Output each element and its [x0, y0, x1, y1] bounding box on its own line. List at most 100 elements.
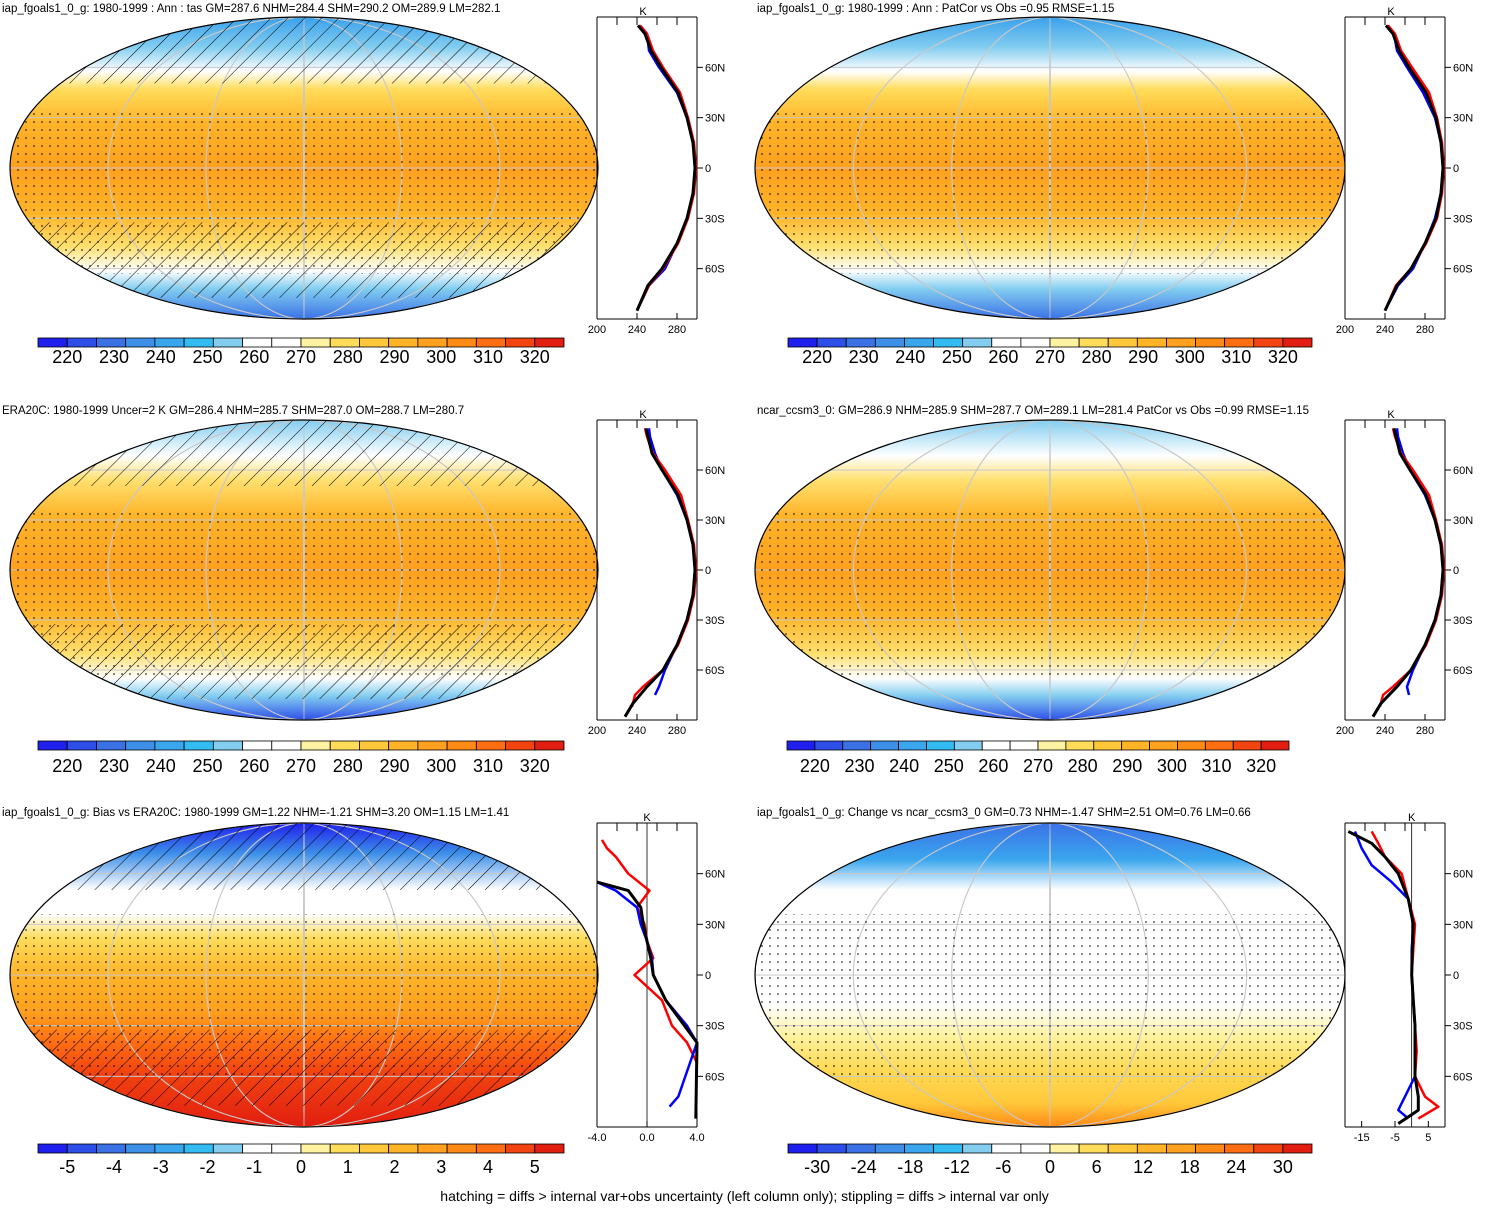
- colorbar-tick-label: 240: [146, 756, 176, 776]
- colorbar-box: [981, 740, 1011, 751]
- colorbar-tick-label: 300: [1175, 347, 1205, 367]
- lat-tick-label: 60N: [1453, 62, 1473, 74]
- panel-title: iap_fgoals1_0_g: 1980-1999 : Ann : tas G…: [2, 3, 500, 15]
- colorbar-tick-label: 2: [390, 1157, 400, 1177]
- lat-tick-label: 0: [705, 163, 711, 175]
- colorbar-box: [96, 740, 127, 751]
- colorbar-box: [786, 740, 816, 751]
- colorbar-box: [962, 1143, 993, 1154]
- colorbar-box: [933, 1143, 964, 1154]
- colorbar-box: [66, 1143, 97, 1154]
- colorbar-box: [37, 740, 68, 751]
- colorbar-box: [1204, 740, 1234, 751]
- lat-tick-label: 60N: [1453, 465, 1473, 477]
- colorbar-tick-label: -12: [944, 1157, 970, 1177]
- profile-series-line: [623, 427, 697, 718]
- colorbar-box: [845, 337, 876, 348]
- colorbar-tick-label: 310: [473, 756, 503, 776]
- colorbar-box: [388, 337, 419, 348]
- colorbar-tick-label: -5: [59, 1157, 75, 1177]
- lat-tick-label: 60N: [1453, 869, 1473, 881]
- colorbar-tick-label: 290: [379, 756, 409, 776]
- profile-series-line: [596, 880, 699, 1119]
- colorbar-tick-label: -1: [246, 1157, 262, 1177]
- x-tick-label: -4.0: [588, 1132, 607, 1144]
- colorbar-box: [359, 337, 390, 348]
- colorbar-tick-label: 320: [520, 756, 550, 776]
- colorbar-tick-label: 6: [1092, 1157, 1102, 1177]
- colorbar-box: [1049, 1143, 1080, 1154]
- colorbar-tick-label: 220: [800, 756, 830, 776]
- colorbar-tick-label: 290: [1112, 756, 1142, 776]
- colorbar-tick-label: 24: [1226, 1157, 1246, 1177]
- colorbar-box: [300, 337, 331, 348]
- colorbar-box: [1195, 337, 1226, 348]
- colorbar-box: [125, 740, 156, 751]
- colorbar-box: [1136, 1143, 1167, 1154]
- colorbar-box: [96, 337, 127, 348]
- colorbar-box: [37, 1143, 68, 1154]
- colorbar-box: [1166, 1143, 1196, 1154]
- colorbar-box: [845, 1143, 876, 1154]
- colorbar-box: [271, 740, 302, 751]
- x-tick-label: 280: [1416, 725, 1434, 737]
- x-tick-label: 200: [588, 725, 606, 737]
- lat-tick-label: 0: [1453, 565, 1459, 577]
- colorbar-box: [1260, 740, 1290, 751]
- colorbar-tick-label: 5: [530, 1157, 540, 1177]
- lat-tick-label: 30S: [705, 1021, 725, 1033]
- panel-title: iap_fgoals1_0_g: Change vs ncar_ccsm3_0 …: [757, 807, 1251, 819]
- colorbar-box: [1107, 1143, 1138, 1154]
- colorbar-box: [1136, 337, 1167, 348]
- colorbar-box: [154, 337, 185, 348]
- x-tick-label: 280: [668, 324, 686, 336]
- map: [755, 420, 1345, 720]
- colorbar-tick-label: 280: [1082, 347, 1112, 367]
- colorbar-box: [242, 337, 273, 348]
- colorbar-box: [446, 1143, 477, 1154]
- hatching-north: [10, 823, 598, 890]
- colorbar-box: [242, 1143, 273, 1154]
- colorbar-box: [1037, 740, 1067, 751]
- colorbar-tick-label: 280: [1068, 756, 1098, 776]
- colorbar-tick-label: 250: [942, 347, 972, 367]
- colorbar-box: [1282, 337, 1313, 348]
- x-tick-label: 5: [1425, 1132, 1431, 1144]
- lat-tick-label: 30S: [1453, 213, 1473, 225]
- x-tick-label: 4.0: [689, 1132, 704, 1144]
- colorbar-tick-label: 220: [802, 347, 832, 367]
- colorbar-box: [329, 337, 360, 348]
- colorbar-tick-label: 270: [286, 347, 316, 367]
- lat-tick-label: 60S: [705, 264, 725, 276]
- colorbar-tick-label: 240: [895, 347, 925, 367]
- map: [755, 17, 1345, 319]
- colorbar-tick-label: 0: [296, 1157, 306, 1177]
- x-tick-label: 200: [1336, 324, 1354, 336]
- colorbar-box: [787, 1143, 818, 1154]
- colorbar-tick-label: 230: [849, 347, 879, 367]
- colorbar-tick-label: 220: [52, 347, 82, 367]
- colorbar-box: [1078, 337, 1109, 348]
- x-tick-label: 200: [588, 324, 606, 336]
- lat-tick-label: 30N: [1453, 113, 1473, 125]
- colorbar-box: [1093, 740, 1123, 751]
- map: [10, 823, 598, 1127]
- x-tick-label: 240: [1376, 324, 1394, 336]
- colorbar-tick-label: 270: [1023, 756, 1053, 776]
- lat-tick-label: 60N: [705, 869, 725, 881]
- lat-tick-label: 60S: [1453, 1071, 1473, 1083]
- colorbar-box: [962, 337, 993, 348]
- colorbar-tick-label: 250: [934, 756, 964, 776]
- colorbar-box: [388, 740, 419, 751]
- colorbar-tick-label: -3: [153, 1157, 169, 1177]
- colorbar-tick-label: 270: [1035, 347, 1065, 367]
- colorbar-box: [475, 740, 506, 751]
- colorbar-box: [154, 1143, 185, 1154]
- colorbar-box: [183, 1143, 214, 1154]
- colorbar-box: [1232, 740, 1262, 751]
- panel-3: ERA20C: 1980-1999 Uncer=2 K GM=286.4 NHM…: [2, 405, 725, 776]
- colorbar-box: [446, 740, 477, 751]
- panel-4: ncar_ccsm3_0: GM=286.9 NHM=285.9 SHM=287…: [754, 405, 1473, 776]
- colorbar-box: [1195, 1143, 1226, 1154]
